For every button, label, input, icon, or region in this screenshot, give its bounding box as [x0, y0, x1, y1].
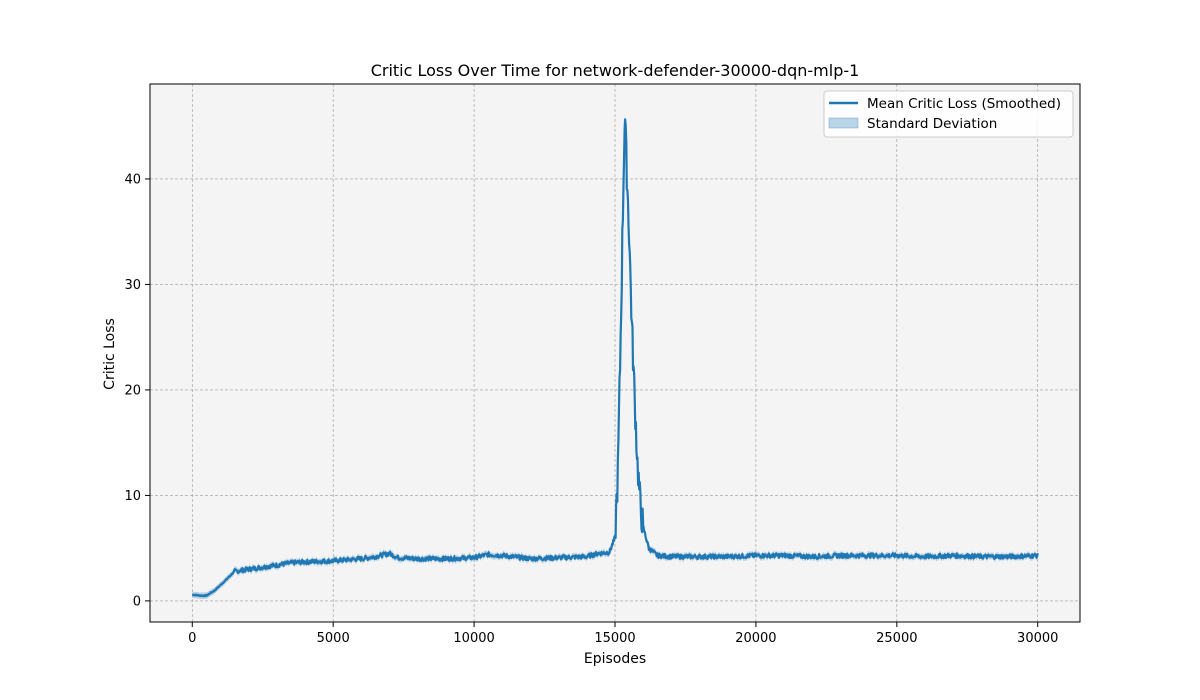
x-tick-label: 5000	[317, 631, 350, 646]
legend-label-mean: Mean Critic Loss (Smoothed)	[867, 96, 1061, 112]
y-tick-label: 40	[124, 172, 141, 187]
grid-lines	[150, 84, 1080, 622]
x-tick-label: 20000	[735, 631, 776, 646]
x-tick-label: 30000	[1017, 631, 1058, 646]
x-tick-label: 10000	[453, 631, 494, 646]
legend-swatch-band	[828, 117, 859, 129]
y-axis-label: Critic Loss	[102, 318, 118, 390]
y-tick-label: 10	[124, 489, 141, 504]
legend: Mean Critic Loss (Smoothed) Standard Devi…	[823, 90, 1074, 138]
chart-title: Critic Loss Over Time for network-defend…	[371, 61, 860, 80]
y-tick-label: 0	[133, 594, 141, 609]
legend-label-std: Standard Deviation	[867, 116, 997, 132]
x-tick-label: 15000	[594, 631, 635, 646]
y-tick-label: 30	[124, 278, 141, 293]
y-tick-label: 20	[124, 383, 141, 398]
mean-critic-loss-line	[191, 118, 1039, 598]
x-tick-label: 25000	[876, 631, 917, 646]
x-axis-label: Episodes	[584, 651, 646, 667]
legend-box	[823, 90, 1074, 138]
x-tick-label: 0	[188, 631, 196, 646]
